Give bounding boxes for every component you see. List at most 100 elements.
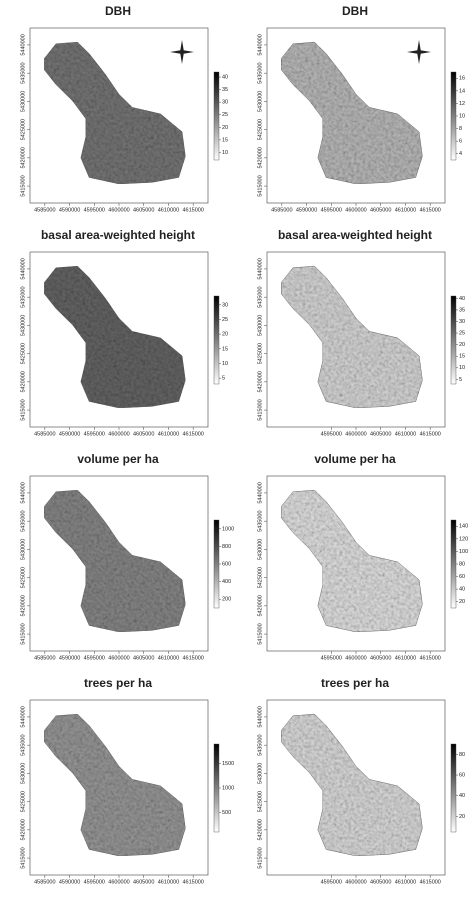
y-tick-label: 5420000 (20, 147, 26, 168)
y-tick-label: 5420000 (257, 147, 263, 168)
x-tick-label: 4600000 (345, 655, 366, 661)
colorbar-label: 4 (459, 151, 462, 157)
x-tick-label: 4610000 (158, 431, 179, 437)
x-tick-label: 4615000 (419, 207, 440, 213)
y-tick-label: 5440000 (20, 34, 26, 55)
colorbar-label: 15 (459, 354, 465, 360)
y-tick-label: 5415000 (257, 847, 263, 868)
colorbar-label: 20 (459, 342, 465, 348)
colorbar-label: 800 (222, 544, 231, 550)
panel-title: basal area-weighted height (278, 228, 432, 242)
colorbar (213, 519, 220, 609)
y-tick-label: 5430000 (20, 315, 26, 336)
x-tick-label: 4605000 (133, 655, 154, 661)
map-area (44, 265, 186, 409)
colorbar (450, 743, 457, 833)
y-tick-label: 5420000 (20, 819, 26, 840)
colorbar-label: 40 (459, 793, 465, 799)
x-tick-label: 4590000 (296, 207, 317, 213)
x-tick-label: 4595000 (321, 431, 342, 437)
y-tick-label: 5440000 (20, 706, 26, 727)
y-tick-label: 5435000 (257, 510, 263, 531)
y-tick-label: 5435000 (20, 62, 26, 83)
colorbar-label: 6 (459, 139, 462, 145)
colorbar-label: 120 (459, 536, 468, 542)
y-tick-label: 5420000 (20, 595, 26, 616)
colorbar-label: 30 (222, 100, 228, 106)
y-tick-label: 5430000 (20, 539, 26, 560)
y-tick-label: 5430000 (257, 91, 263, 112)
colorbar-label: 10 (222, 361, 228, 367)
x-tick-label: 4585000 (271, 207, 292, 213)
colorbar-label: 1500 (222, 761, 234, 767)
y-tick-label: 5415000 (257, 623, 263, 644)
colorbar (213, 295, 220, 385)
x-tick-label: 4600000 (345, 879, 366, 885)
colorbar-label: 80 (459, 561, 465, 567)
y-tick-label: 5435000 (257, 62, 263, 83)
x-tick-label: 4585000 (34, 207, 55, 213)
x-tick-label: 4585000 (34, 431, 55, 437)
y-tick-label: 5415000 (257, 175, 263, 196)
y-tick-label: 5430000 (257, 763, 263, 784)
colorbar-label: 16 (459, 76, 465, 82)
y-tick-label: 5415000 (20, 399, 26, 420)
colorbar-label: 60 (459, 574, 465, 580)
x-tick-label: 4605000 (133, 431, 154, 437)
colorbar (213, 743, 220, 833)
x-tick-label: 4610000 (395, 431, 416, 437)
y-tick-label: 5415000 (20, 623, 26, 644)
y-tick-label: 5425000 (257, 567, 263, 588)
y-tick-label: 5435000 (20, 734, 26, 755)
colorbar (450, 519, 457, 609)
colorbar-label: 15 (222, 137, 228, 143)
colorbar-label: 1000 (222, 785, 234, 791)
colorbar-label: 10 (459, 365, 465, 371)
panel-title: trees per ha (84, 676, 152, 690)
y-tick-label: 5435000 (20, 510, 26, 531)
map-area (44, 41, 186, 185)
x-tick-label: 4590000 (59, 655, 80, 661)
x-tick-label: 4605000 (133, 879, 154, 885)
x-tick-label: 4605000 (370, 207, 391, 213)
panel-title: DBH (342, 4, 368, 18)
x-tick-label: 4615000 (419, 879, 440, 885)
colorbar-label: 15 (222, 346, 228, 352)
colorbar-label: 600 (222, 561, 231, 567)
colorbar-label: 140 (459, 524, 468, 530)
colorbar-label: 100 (459, 549, 468, 555)
x-tick-label: 4615000 (182, 655, 203, 661)
x-tick-label: 4590000 (59, 879, 80, 885)
colorbar-label: 12 (459, 101, 465, 107)
colorbar-label: 30 (459, 319, 465, 325)
y-tick-label: 5425000 (257, 791, 263, 812)
x-tick-label: 4610000 (158, 207, 179, 213)
y-tick-label: 5430000 (257, 539, 263, 560)
y-tick-label: 5425000 (257, 119, 263, 140)
y-tick-label: 5430000 (20, 763, 26, 784)
colorbar (213, 71, 220, 161)
colorbar-label: 35 (459, 307, 465, 313)
north-arrow (170, 40, 194, 64)
x-tick-label: 4600000 (108, 431, 129, 437)
x-tick-label: 4590000 (59, 431, 80, 437)
panel-title: volume per ha (77, 452, 159, 466)
x-tick-label: 4595000 (84, 655, 105, 661)
y-tick-label: 5420000 (257, 371, 263, 392)
colorbar (450, 71, 457, 161)
panel-title: trees per ha (321, 676, 389, 690)
y-tick-label: 5415000 (20, 175, 26, 196)
y-tick-label: 5420000 (257, 819, 263, 840)
y-tick-label: 5440000 (257, 258, 263, 279)
y-tick-label: 5425000 (20, 791, 26, 812)
map-area (281, 713, 423, 857)
colorbar-label: 40 (459, 587, 465, 593)
x-tick-label: 4610000 (395, 655, 416, 661)
x-tick-label: 4600000 (345, 207, 366, 213)
panel-title: DBH (105, 4, 131, 18)
x-tick-label: 4590000 (59, 207, 80, 213)
y-tick-label: 5415000 (257, 399, 263, 420)
y-tick-label: 5440000 (257, 706, 263, 727)
colorbar-label: 25 (222, 112, 228, 118)
